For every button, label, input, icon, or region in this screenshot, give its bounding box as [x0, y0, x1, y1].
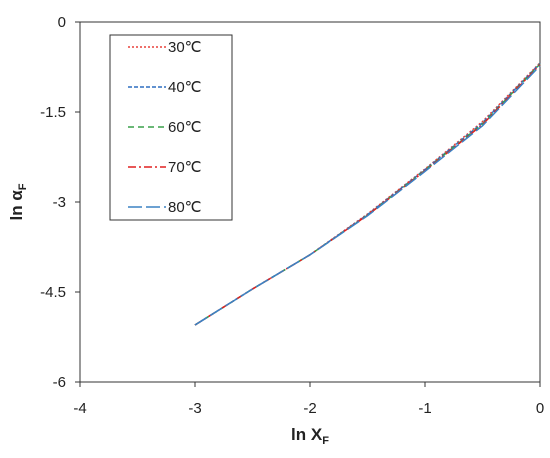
series-line [194, 63, 541, 326]
legend-label: 30℃ [168, 39, 202, 56]
legend-label: 80℃ [168, 199, 202, 216]
legend-label: 60℃ [168, 119, 202, 136]
series-line [194, 64, 541, 326]
y-tick-label: -4.5 [40, 284, 66, 301]
x-tick-label: -3 [188, 400, 201, 417]
series-line [194, 62, 541, 326]
y-label-sub: F [17, 183, 29, 190]
x-label-sub: F [322, 435, 329, 447]
x-axis-label: ln XF [291, 425, 329, 447]
series-line [194, 65, 541, 326]
y-tick-label: -6 [53, 374, 66, 391]
x-label-main: ln X [291, 425, 323, 444]
y-tick-label: -3 [53, 194, 66, 211]
y-tick-label: 0 [58, 14, 66, 31]
series-line [194, 62, 541, 326]
y-label-main: ln α [7, 190, 26, 221]
x-tick-label: 0 [536, 400, 544, 417]
x-tick-label: -2 [303, 400, 316, 417]
y-tick-label: -1.5 [40, 104, 66, 121]
legend-label: 40℃ [168, 79, 202, 96]
y-axis-label: ln αF [7, 183, 29, 220]
legend-label: 70℃ [168, 159, 202, 176]
x-tick-label: -1 [418, 400, 431, 417]
x-tick-label: -4 [73, 400, 86, 417]
